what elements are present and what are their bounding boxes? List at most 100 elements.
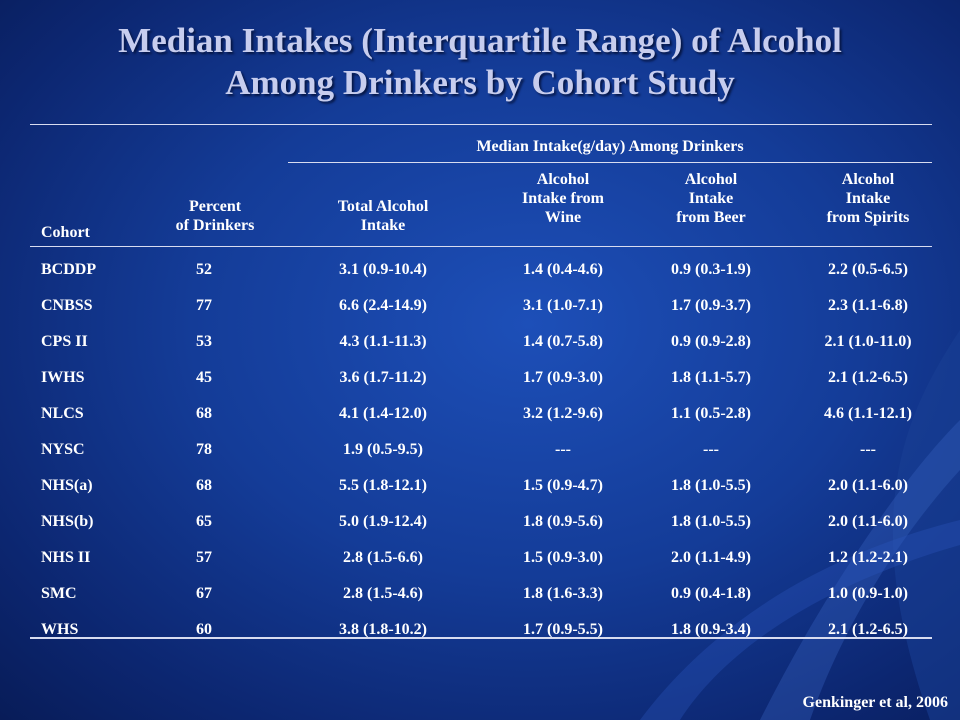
header-spirits-line3: from Spirits — [826, 209, 910, 226]
table-row: NHS(a) 68 5.5 (1.8-12.1) 1.5 (0.9-4.7) 1… — [30, 468, 932, 504]
cell-wine: 1.5 (0.9-3.0) — [523, 549, 603, 566]
cell-total: 3.8 (1.8-10.2) — [339, 621, 427, 638]
title-line-2: Among Drinkers by Cohort Study — [225, 63, 735, 102]
cell-spirits: 2.2 (0.5-6.5) — [828, 261, 908, 278]
header-total-line2: Intake — [360, 217, 406, 234]
cell-beer: 2.0 (1.1-4.9) — [671, 549, 751, 566]
header-wine-line2: Intake from — [522, 190, 604, 207]
cell-cohort: NLCS — [41, 405, 84, 422]
table-row: BCDDP 52 3.1 (0.9-10.4) 1.4 (0.4-4.6) 0.… — [30, 252, 932, 288]
table-row: NHS(b) 65 5.0 (1.9-12.4) 1.8 (0.9-5.6) 1… — [30, 504, 932, 540]
slide-title: Median Intakes (Interquartile Range) of … — [0, 20, 960, 104]
cell-spirits: 2.1 (1.2-6.5) — [828, 369, 908, 386]
cell-spirits: 4.6 (1.1-12.1) — [824, 405, 912, 422]
table-row: WHS 60 3.8 (1.8-10.2) 1.7 (0.9-5.5) 1.8 … — [30, 612, 932, 648]
header-beer-line1: Alcohol — [684, 171, 738, 188]
cell-wine: 1.8 (1.6-3.3) — [523, 585, 603, 602]
cell-percent: 57 — [196, 549, 212, 566]
table-row: NYSC 78 1.9 (0.5-9.5) --- --- --- — [30, 432, 932, 468]
cell-total: 5.0 (1.9-12.4) — [339, 513, 427, 530]
cell-beer: 1.8 (1.0-5.5) — [671, 477, 751, 494]
cell-cohort: NHS II — [41, 549, 91, 566]
cell-beer: 1.8 (1.1-5.7) — [671, 369, 751, 386]
cell-beer: 1.7 (0.9-3.7) — [671, 297, 751, 314]
header-percent-line1: Percent — [188, 198, 242, 215]
cell-wine: 1.5 (0.9-4.7) — [523, 477, 603, 494]
cell-spirits: 1.0 (0.9-1.0) — [828, 585, 908, 602]
cell-percent: 77 — [196, 297, 212, 314]
cell-wine: 3.2 (1.2-9.6) — [523, 405, 603, 422]
cell-beer: 0.9 (0.9-2.8) — [671, 333, 751, 350]
group-header-rule — [288, 162, 932, 163]
cell-cohort: IWHS — [41, 369, 85, 386]
table-row: SMC 67 2.8 (1.5-4.6) 1.8 (1.6-3.3) 0.9 (… — [30, 576, 932, 612]
cell-total: 4.3 (1.1-11.3) — [339, 333, 427, 350]
header-total: Total Alcohol Intake — [308, 197, 458, 235]
cell-percent: 67 — [196, 585, 212, 602]
table-row: CPS II 53 4.3 (1.1-11.3) 1.4 (0.7-5.8) 0… — [30, 324, 932, 360]
cell-spirits: --- — [860, 441, 876, 458]
header-wine-line1: Alcohol — [536, 171, 590, 188]
cell-total: 3.6 (1.7-11.2) — [339, 369, 427, 386]
cell-beer: 1.8 (0.9-3.4) — [671, 621, 751, 638]
header-percent-line2: of Drinkers — [175, 217, 255, 234]
cell-spirits: 2.1 (1.2-6.5) — [828, 621, 908, 638]
cell-percent: 60 — [196, 621, 212, 638]
cell-wine: 1.4 (0.4-4.6) — [523, 261, 603, 278]
cell-spirits: 2.3 (1.1-6.8) — [828, 297, 908, 314]
cell-cohort: WHS — [41, 621, 79, 638]
cell-percent: 78 — [196, 441, 212, 458]
cell-beer: 0.9 (0.4-1.8) — [671, 585, 751, 602]
cell-percent: 53 — [196, 333, 212, 350]
header-spirits: Alcohol Intake from Spirits — [808, 170, 928, 227]
citation: Genkinger et al, 2006 — [802, 694, 948, 711]
cell-wine: 3.1 (1.0-7.1) — [523, 297, 603, 314]
cell-total: 4.1 (1.4-12.0) — [339, 405, 427, 422]
cell-total: 5.5 (1.8-12.1) — [339, 477, 427, 494]
cell-cohort: NHS(a) — [41, 477, 93, 494]
cell-percent: 45 — [196, 369, 212, 386]
header-total-line1: Total Alcohol — [337, 198, 429, 215]
header-beer-line3: from Beer — [676, 209, 746, 226]
cell-wine: 1.8 (0.9-5.6) — [523, 513, 603, 530]
header-cohort: Cohort — [41, 224, 90, 241]
header-beer: Alcohol Intake from Beer — [656, 170, 766, 227]
cell-total: 6.6 (2.4-14.9) — [339, 297, 427, 314]
table-row: CNBSS 77 6.6 (2.4-14.9) 3.1 (1.0-7.1) 1.… — [30, 288, 932, 324]
cell-total: 1.9 (0.5-9.5) — [343, 441, 423, 458]
header-spirits-line2: Intake — [845, 190, 891, 207]
table-row: NLCS 68 4.1 (1.4-12.0) 3.2 (1.2-9.6) 1.1… — [30, 396, 932, 432]
header-beer-line2: Intake — [688, 190, 734, 207]
table-row: IWHS 45 3.6 (1.7-11.2) 1.7 (0.9-3.0) 1.8… — [30, 360, 932, 396]
cell-percent: 68 — [196, 477, 212, 494]
cell-beer: 1.1 (0.5-2.8) — [671, 405, 751, 422]
header-wine: Alcohol Intake from Wine — [488, 170, 638, 227]
cell-total: 3.1 (0.9-10.4) — [339, 261, 427, 278]
title-line-1: Median Intakes (Interquartile Range) of … — [118, 21, 842, 60]
cell-total: 2.8 (1.5-4.6) — [343, 585, 423, 602]
cell-wine: 1.7 (0.9-5.5) — [523, 621, 603, 638]
cell-total: 2.8 (1.5-6.6) — [343, 549, 423, 566]
cell-cohort: SMC — [41, 585, 77, 602]
cell-cohort: NYSC — [41, 441, 85, 458]
cell-cohort: BCDDP — [41, 261, 97, 278]
header-percent: Percent of Drinkers — [160, 197, 270, 235]
cell-cohort: CPS II — [41, 333, 88, 350]
header-spirits-line1: Alcohol — [841, 171, 895, 188]
cell-spirits: 2.0 (1.1-6.0) — [828, 477, 908, 494]
group-header: Median Intake(g/day) Among Drinkers — [476, 138, 744, 155]
cell-spirits: 2.0 (1.1-6.0) — [828, 513, 908, 530]
cell-beer: 1.8 (1.0-5.5) — [671, 513, 751, 530]
cell-beer: 0.9 (0.3-1.9) — [671, 261, 751, 278]
intake-table: Median Intake(g/day) Among Drinkers Coho… — [30, 124, 932, 639]
cell-cohort: CNBSS — [41, 297, 93, 314]
cell-percent: 52 — [196, 261, 212, 278]
cell-spirits: 1.2 (1.2-2.1) — [828, 549, 908, 566]
cell-percent: 65 — [196, 513, 212, 530]
header-rule — [30, 246, 932, 247]
header-wine-line3: Wine — [544, 209, 582, 226]
cell-spirits: 2.1 (1.0-11.0) — [824, 333, 912, 350]
cell-wine: 1.7 (0.9-3.0) — [523, 369, 603, 386]
cell-percent: 68 — [196, 405, 212, 422]
cell-wine: 1.4 (0.7-5.8) — [523, 333, 603, 350]
